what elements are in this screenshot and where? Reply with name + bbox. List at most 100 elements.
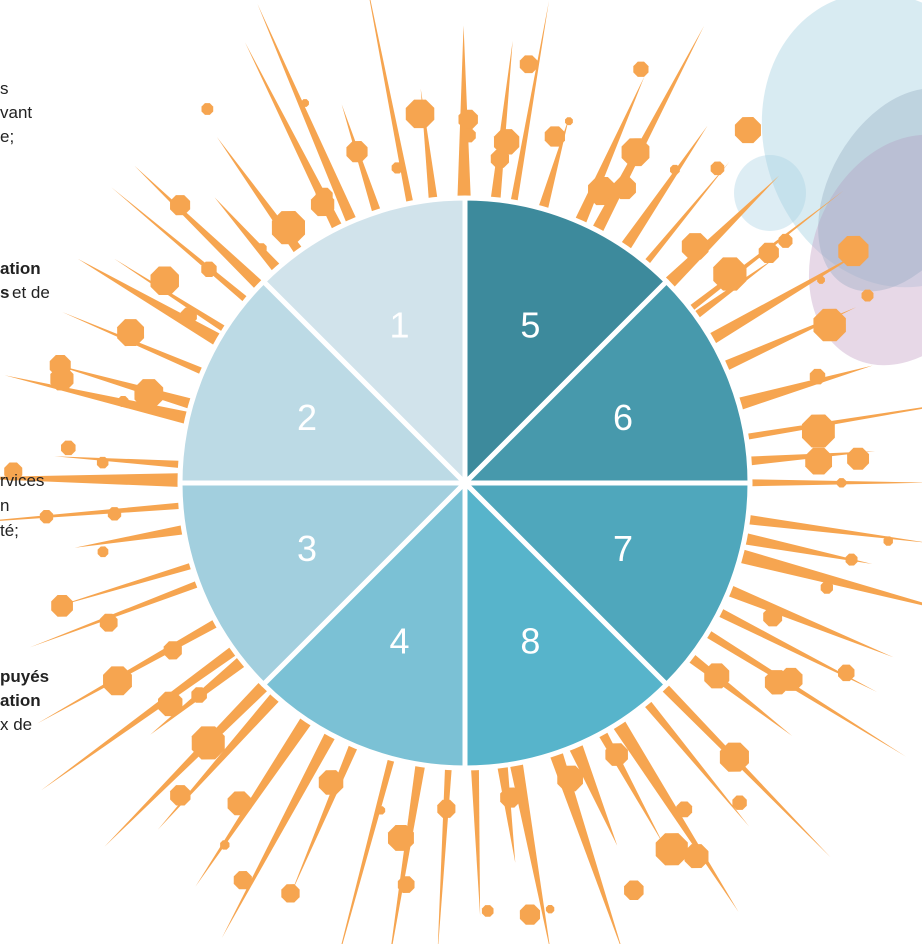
wheel-segment-label-7: 7 bbox=[613, 528, 633, 569]
burst-ray bbox=[550, 752, 621, 944]
burst-dot bbox=[170, 785, 191, 806]
burst-dot bbox=[809, 368, 826, 385]
burst-dot bbox=[545, 904, 555, 914]
burst-dot bbox=[461, 128, 476, 143]
wheel-segment-4 bbox=[260, 480, 468, 771]
burst-dot bbox=[557, 765, 583, 792]
burst-dot bbox=[565, 117, 573, 126]
burst-dot bbox=[96, 456, 109, 469]
burst-dot bbox=[227, 791, 252, 816]
burst-ray bbox=[40, 647, 236, 791]
burst-dot bbox=[61, 440, 76, 456]
burst-dot bbox=[633, 61, 649, 77]
burst-dot bbox=[713, 257, 747, 291]
burst-ray bbox=[510, 1, 549, 201]
burst-dot bbox=[681, 233, 709, 260]
burst-dot bbox=[838, 664, 855, 682]
burst-dot bbox=[391, 162, 403, 174]
burst-dot bbox=[763, 607, 783, 627]
burst-ray bbox=[74, 525, 183, 548]
wheel-segment-label-5: 5 bbox=[520, 305, 540, 346]
burst-ray bbox=[134, 165, 262, 289]
burst-dot bbox=[387, 824, 414, 851]
burst-dot bbox=[51, 594, 73, 617]
burst-ray bbox=[221, 733, 335, 939]
burst-dot bbox=[4, 462, 23, 481]
left-text-line-4: et de bbox=[12, 283, 50, 302]
burst-ray bbox=[4, 375, 187, 424]
wheel-segment-5 bbox=[462, 195, 670, 486]
blob-mauve bbox=[808, 134, 922, 366]
left-text-bold-line-3: puyés bbox=[0, 667, 50, 686]
wheel-segment-3 bbox=[177, 480, 468, 688]
burst-ray bbox=[621, 125, 708, 249]
burst-dot bbox=[655, 833, 688, 866]
burst-ray bbox=[740, 549, 922, 606]
burst-dot bbox=[710, 161, 725, 176]
burst-dot bbox=[397, 876, 415, 893]
burst-dot bbox=[150, 266, 179, 296]
blob-blue-small bbox=[734, 155, 806, 231]
burst-dot bbox=[676, 801, 693, 818]
burst-dot bbox=[201, 261, 217, 278]
burst-dot bbox=[256, 243, 267, 254]
burst-ray bbox=[471, 769, 481, 917]
burst-ray bbox=[694, 257, 776, 318]
burst-dot bbox=[861, 289, 874, 302]
burst-dot bbox=[778, 233, 793, 248]
burst-ray bbox=[0, 473, 179, 487]
burst-dot bbox=[838, 235, 869, 267]
burst-dot bbox=[519, 55, 538, 74]
burst-dot bbox=[805, 447, 833, 475]
left-text-line-6: n bbox=[0, 496, 10, 515]
burst-dot bbox=[346, 141, 368, 163]
burst-ray bbox=[257, 3, 356, 222]
burst-dot bbox=[201, 103, 214, 115]
burst-dot bbox=[170, 195, 191, 216]
burst-dot bbox=[99, 613, 118, 632]
burst-ray bbox=[613, 721, 739, 912]
burst-dot bbox=[500, 787, 521, 808]
burst-dot bbox=[134, 379, 164, 408]
left-text-line-1: s bbox=[0, 79, 9, 98]
burst-ray bbox=[244, 42, 342, 229]
left-text-line-2: vant bbox=[0, 103, 33, 122]
burst-dot bbox=[670, 164, 680, 175]
burst-dot bbox=[845, 553, 858, 566]
burst-ray bbox=[391, 765, 425, 944]
burst-dot bbox=[732, 795, 747, 810]
wheel-segment-2 bbox=[177, 278, 468, 486]
burst-dot bbox=[734, 117, 761, 144]
burst-ray bbox=[745, 533, 873, 564]
burst-dot bbox=[163, 641, 182, 660]
left-text-bold-line-2: s bbox=[0, 283, 10, 302]
burst-dot bbox=[233, 871, 252, 890]
wheel-segment-6 bbox=[462, 278, 753, 486]
wheel-segment-label-2: 2 bbox=[297, 397, 317, 438]
burst-dot bbox=[281, 884, 300, 903]
burst-ray bbox=[706, 630, 906, 757]
burst-dot bbox=[764, 670, 790, 695]
burst-ray bbox=[662, 685, 831, 858]
burst-dot bbox=[458, 109, 478, 130]
wheel-segment-7 bbox=[462, 480, 753, 688]
burst-dot bbox=[605, 743, 628, 766]
burst-dot bbox=[437, 799, 456, 818]
burst-ray bbox=[369, 0, 413, 203]
burst-dot bbox=[519, 904, 541, 925]
burst-dot bbox=[704, 663, 730, 689]
burst-dot bbox=[493, 129, 520, 155]
wheel-segment-label-1: 1 bbox=[390, 305, 410, 346]
burst-ray bbox=[728, 585, 894, 658]
left-text-line-7: té; bbox=[0, 521, 19, 540]
burst-ray bbox=[497, 766, 516, 863]
burst-ray bbox=[709, 248, 867, 344]
burst-dot bbox=[621, 138, 650, 167]
burst-dot bbox=[684, 844, 709, 869]
burst-dot bbox=[719, 742, 749, 772]
burst-ray bbox=[29, 581, 198, 648]
burst-dot bbox=[107, 507, 122, 521]
burst-ray bbox=[747, 407, 922, 440]
